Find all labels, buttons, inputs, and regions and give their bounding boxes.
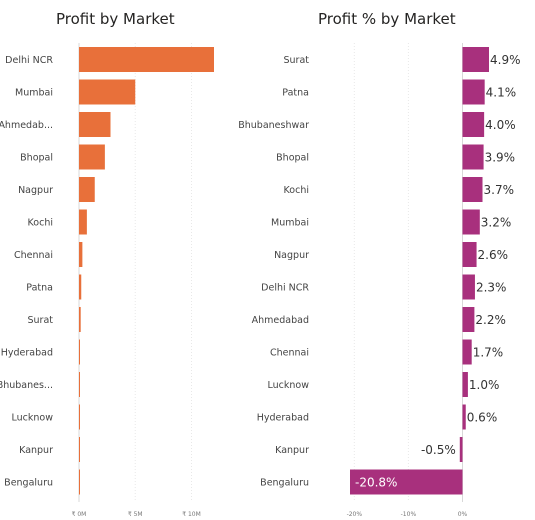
category-label: Kanpur [275,445,309,456]
bar-ahmedabad [462,307,475,332]
bar-ahmedab [79,112,111,137]
bar-patna [79,274,82,300]
data-label: 2.2% [475,313,506,327]
bar-mumbai [79,79,136,105]
profit-pct-by-market-chart: -20% -10% 0% Surat 4.9% Patna 4.1% Bhubaneshwar… [238,43,521,518]
bar-kochi [462,177,483,202]
bar-bhubaneshwar [462,112,485,137]
category-label: Bhopal [276,153,309,164]
category-label: Kochi [28,218,53,229]
category-label: Kanpur [19,445,53,456]
category-label: Chennai [270,348,309,359]
bar-surat [79,307,81,332]
category-label: Mumbai [15,88,53,99]
profit-by-market-chart: ₹ 0M ₹ 5M ₹ 10M Delhi NCR Mumbai Ahmedab... Bh… [0,43,214,518]
category-label: Ahmedab... [0,120,53,131]
bar-bengaluru [79,469,80,495]
data-label: 4.9% [490,53,521,67]
category-label: Mumbai [271,218,309,229]
bar-bhopal [79,144,105,170]
category-label: Surat [283,55,309,66]
bar-chennai [79,242,83,267]
bar-kochi [79,209,87,235]
category-label: Nagpur [274,250,309,261]
bar-surat [462,47,489,72]
data-label: -20.8% [355,476,397,490]
chart-title-profit-pct-by-market: Profit % by Market [318,10,456,28]
bar-kanpur [79,437,80,462]
bar-mumbai [462,209,480,235]
category-label: Bhopal [20,153,53,164]
bar-bhubanes [79,372,80,397]
category-label: Bhubanes... [0,380,53,391]
category-label: Lucknow [12,413,54,424]
x-tick-label: ₹ 10M [182,511,201,518]
data-label: 3.9% [485,151,516,165]
category-label: Nagpur [18,185,53,196]
bar-hyderabad [462,404,466,430]
bar-bengaluru [350,469,463,495]
category-label: Kochi [284,185,309,196]
bar-nagpur [462,242,477,267]
x-tick-label: 0% [458,511,468,518]
category-label: Delhi NCR [261,283,309,294]
data-label: 3.2% [481,216,512,230]
category-label: Hyderabad [257,413,309,424]
chart-title-profit-by-market: Profit by Market [56,10,175,28]
data-label: 4.0% [485,118,516,132]
bar-lucknow [462,372,468,397]
category-label: Bengaluru [4,478,53,489]
data-label: 2.6% [478,248,509,262]
bar-delhi-ncr [79,47,214,72]
bar-patna [462,79,485,105]
data-label: 3.7% [484,183,515,197]
bar-nagpur [79,177,95,202]
category-label: Ahmedabad [252,315,309,326]
category-label: Lucknow [268,380,310,391]
bar-lucknow [79,404,80,430]
x-tick-label: ₹ 0M [72,511,87,518]
category-label: Bhubaneshwar [238,120,309,131]
bar-kanpur [459,437,463,462]
bar-delhi-ncr [462,274,475,300]
bar-hyderabad [79,339,80,365]
bar-bhopal [462,144,484,170]
x-tick-label: ₹ 5M [128,511,143,518]
category-label: Bengaluru [260,478,309,489]
data-label: 2.3% [476,281,507,295]
x-tick-label: -20% [347,511,363,518]
category-label: Hyderabad [1,348,53,359]
bar-chennai [462,339,472,365]
category-label: Patna [26,283,53,294]
data-label: 1.7% [473,346,504,360]
category-label: Surat [27,315,53,326]
category-label: Patna [282,88,309,99]
category-label: Chennai [14,250,53,261]
category-label: Delhi NCR [5,55,53,66]
data-label: -0.5% [421,443,456,457]
x-tick-label: -10% [401,511,417,518]
data-label: 0.6% [467,411,498,425]
data-label: 1.0% [469,378,500,392]
data-label: 4.1% [486,86,517,100]
